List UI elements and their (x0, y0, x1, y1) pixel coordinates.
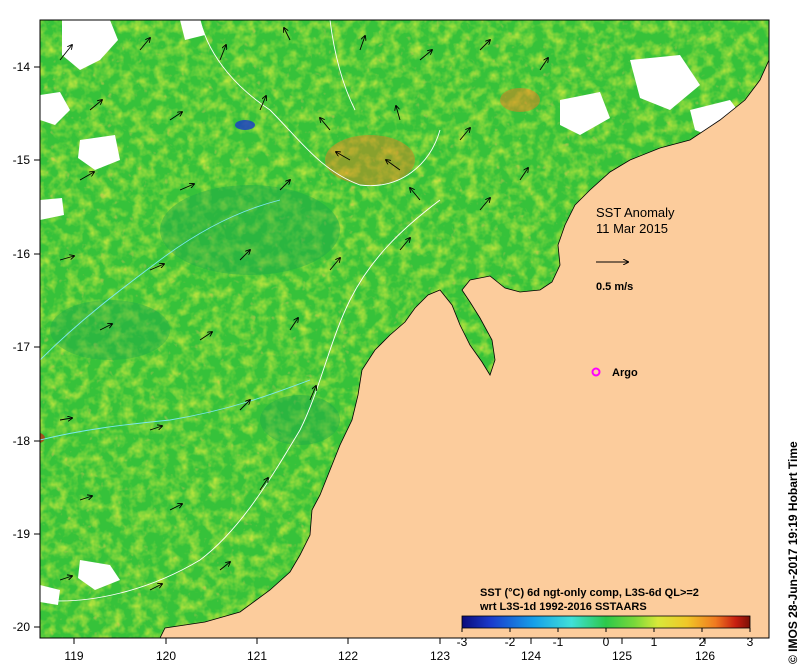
caption-line1: SST (°C) 6d ngt-only comp, L3S-6d QL>=2 (480, 587, 699, 599)
map-plot-area (40, 20, 769, 638)
colorbar-tick-label: -3 (457, 635, 468, 649)
x-tick-label: 124 (521, 649, 541, 663)
y-tick-label: -18 (13, 434, 31, 448)
colorbar: -3 -2 -1 0 1 2 3 (457, 615, 754, 649)
warm-patch (325, 135, 415, 185)
y-tick-label: -20 (13, 620, 31, 634)
colorbar-tick-label: 1 (651, 635, 658, 649)
map-title-line1: SST Anomaly (596, 205, 675, 220)
x-tick-label: 120 (156, 649, 176, 663)
credit-text: © IMOS 28-Jun-2017 19:19 Hobart Time (786, 441, 800, 664)
map-title-line2: 11 Mar 2015 (596, 221, 668, 236)
arrow-scale-label: 0.5 m/s (596, 281, 633, 293)
y-axis: -14 -15 -16 -17 -18 -19 -20 (13, 60, 40, 634)
x-tick-label: 122 (338, 649, 358, 663)
y-tick-label: -15 (13, 153, 31, 167)
hot-patch (40, 432, 45, 444)
cold-patch (235, 120, 255, 130)
no-data-patches (40, 20, 745, 605)
colorbar-ticks: -3 -2 -1 0 1 2 3 (457, 628, 754, 649)
cool-patch (50, 300, 170, 360)
y-tick-label: -17 (13, 340, 31, 354)
colorbar-tick-label: -2 (505, 635, 516, 649)
x-tick-label: 123 (430, 649, 450, 663)
x-tick-label: 119 (64, 649, 83, 663)
colorbar-tick-label: 2 (699, 635, 706, 649)
colorbar-tick-label: -1 (553, 635, 564, 649)
colorbar-gradient (461, 615, 751, 629)
cool-patch (260, 395, 340, 445)
x-axis: 119 120 121 122 123 124 125 126 (64, 638, 715, 663)
cool-patch (160, 185, 340, 275)
colorbar-tick-label: 3 (747, 635, 754, 649)
x-tick-label: 121 (247, 649, 267, 663)
x-tick-label: 125 (612, 649, 632, 663)
warm-patch (500, 88, 540, 112)
x-tick-label: 126 (695, 649, 715, 663)
y-tick-label: -16 (13, 247, 31, 261)
colorbar-tick-label: 0 (603, 635, 610, 649)
argo-marker-icon (591, 367, 601, 377)
y-tick-label: -14 (13, 60, 31, 74)
land-mass (159, 20, 769, 638)
cyan-isolines (40, 199, 311, 441)
current-vectors (59, 28, 548, 591)
plot-frame (39, 19, 770, 639)
argo-label: Argo (612, 367, 638, 379)
isolines (40, 20, 441, 602)
caption-line2: wrt L3S-1d 1992-2016 SSTAARS (479, 601, 647, 613)
y-tick-label: -19 (13, 527, 31, 541)
